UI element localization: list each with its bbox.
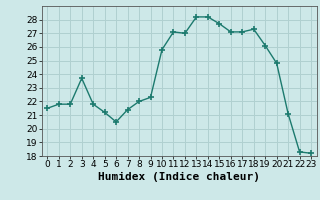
X-axis label: Humidex (Indice chaleur): Humidex (Indice chaleur) [98, 172, 260, 182]
